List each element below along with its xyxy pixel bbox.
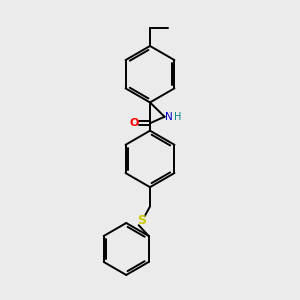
- Text: N: N: [165, 112, 172, 122]
- Text: H: H: [174, 112, 181, 122]
- Text: S: S: [137, 214, 146, 227]
- Text: O: O: [130, 118, 139, 128]
